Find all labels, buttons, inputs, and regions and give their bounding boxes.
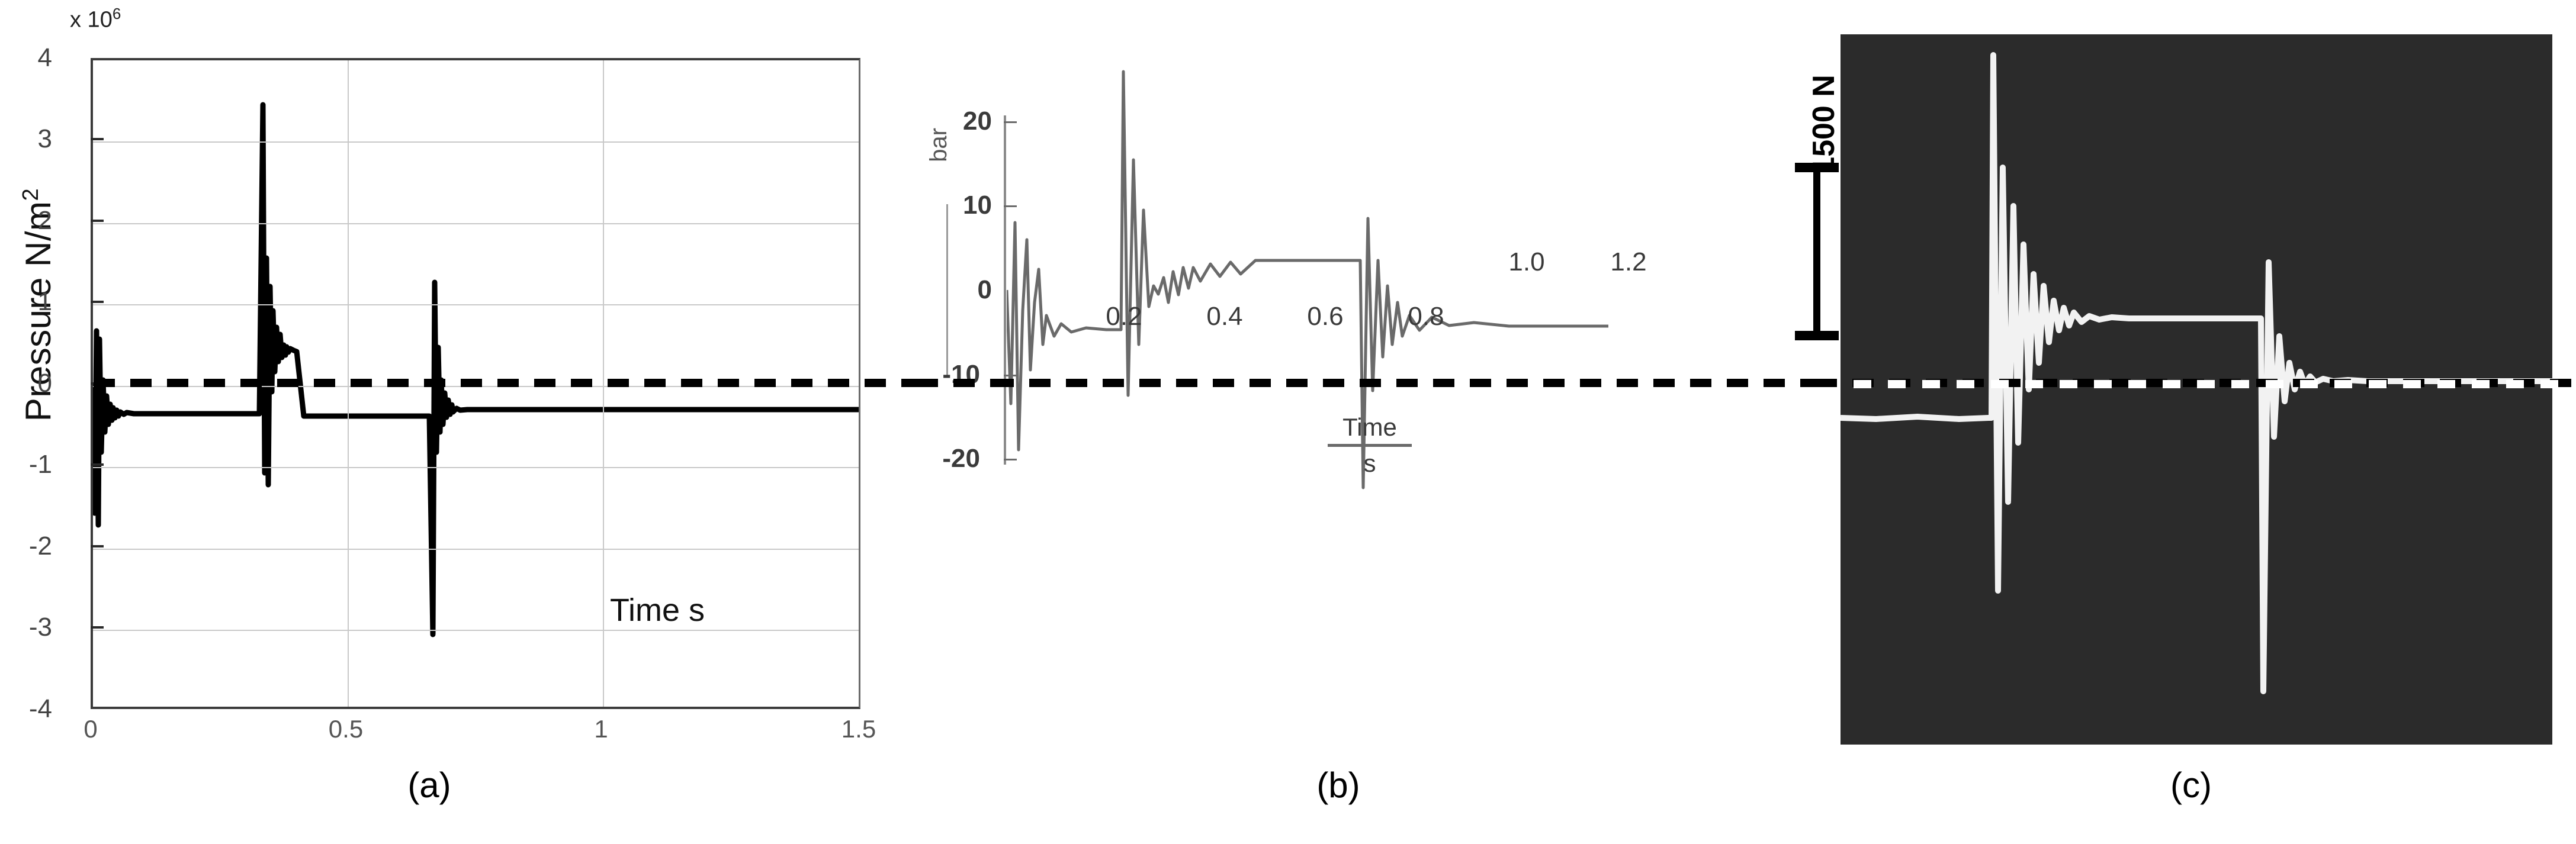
zero-reference-line-panel-a (94, 379, 917, 387)
panel-c-oscilloscope-photo (1841, 34, 2552, 745)
panel-b-left-rule (946, 204, 948, 376)
panel-c-caption: (c) (2170, 765, 2212, 805)
y-tick-label: -3 (28, 613, 52, 642)
fraction-bar-icon (1328, 444, 1412, 447)
panel-a-exponent-prefix: x 10 (70, 7, 113, 33)
panel-a: Pressure N/m2 x 106 4 3 2 1 0 (0, 0, 924, 844)
panel-b-x-axis-title-numerator: Time (1342, 413, 1397, 441)
x-tick-label: 0 (83, 715, 98, 743)
x-tick-label: 1 (594, 715, 608, 743)
zero-reference-line-panel-b (993, 379, 1816, 387)
gridline-horizontal (93, 304, 859, 305)
tick-mark (1004, 205, 1017, 207)
y-tick-label: 3 (37, 124, 52, 153)
y-tick-label: 0 (37, 369, 52, 398)
zero-reference-line-connector (917, 379, 994, 387)
x-tick-label: 1.0 (1508, 247, 1545, 276)
panel-a-caption: (a) (407, 765, 451, 805)
panel-b-x-axis-title-denominator: s (1363, 449, 1376, 478)
panel-c-scale-label: 1500 N (1807, 75, 1841, 174)
y-tick-label: -1 (28, 450, 52, 479)
panel-a-exponent-note: x 106 (70, 5, 121, 33)
panel-b-x-axis-title: Time s (1319, 414, 1420, 476)
x-tick-label: 0.6 (1307, 302, 1344, 331)
x-tick-label: 0.8 (1408, 302, 1444, 331)
panel-b: bar 20 10 0 -10 -20 0.2 0.4 0.6 0.8 1.0 … (924, 0, 1818, 844)
gridline-horizontal (93, 630, 859, 631)
panel-a-y-axis-title-exponent: 2 (18, 188, 43, 201)
zero-reference-line-panel-c-highlight (1854, 380, 2558, 388)
panel-b-waveform (1007, 70, 1608, 489)
panel-c: 1500 N (1753, 0, 2576, 844)
tick-mark (1004, 121, 1017, 123)
y-tick-label: -2 (28, 531, 52, 560)
tick-mark (1004, 459, 1017, 460)
panel-a-inline-time-annotation: Time s (610, 592, 705, 628)
x-tick-label: 0.2 (1106, 302, 1142, 331)
x-tick-label: 1.2 (1610, 247, 1647, 276)
x-tick-label: 0.4 (1206, 302, 1243, 331)
panel-a-waveform (93, 102, 859, 637)
y-tick-label: 4 (37, 43, 52, 72)
gridline-horizontal (93, 141, 859, 143)
y-tick-label: -20 (942, 444, 980, 473)
y-tick-label: 0 (977, 275, 992, 304)
y-tick-label: 10 (963, 191, 992, 220)
panel-c-waveform (1841, 52, 2552, 694)
x-tick-label: 0.5 (328, 715, 364, 743)
y-tick-label: 1 (37, 287, 52, 316)
panel-b-y-axis-spine (1004, 115, 1006, 465)
gridline-horizontal (93, 467, 859, 468)
gridline-horizontal (93, 223, 859, 224)
y-tick-label: 20 (963, 107, 992, 136)
panel-a-exponent-power: 6 (112, 5, 121, 22)
panel-b-caption: (b) (1316, 765, 1360, 805)
y-tick-label: 2 (37, 206, 52, 235)
y-tick-label: -4 (28, 694, 52, 723)
panel-c-scale-bar-icon (1795, 163, 1839, 340)
gridline-horizontal (93, 549, 859, 550)
x-tick-label: 1.5 (841, 715, 876, 743)
